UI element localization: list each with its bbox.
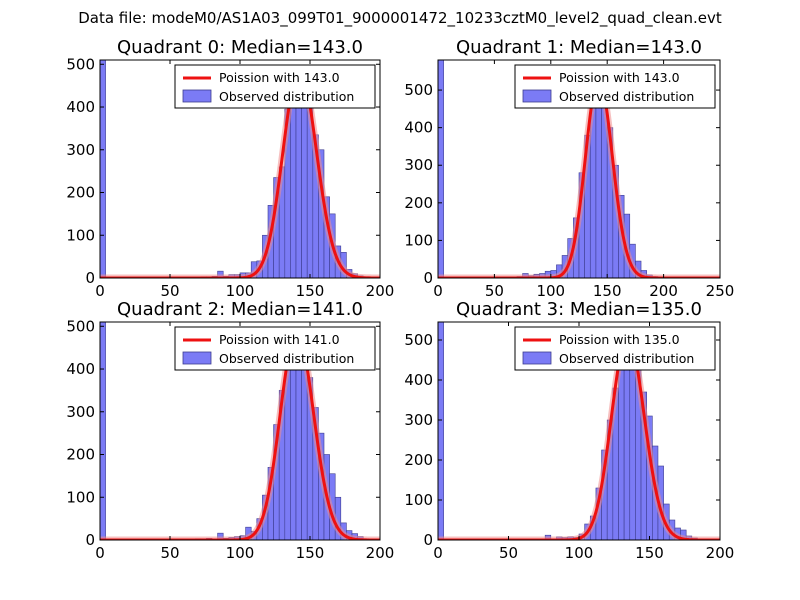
y-tick-label: 300 [404, 156, 433, 174]
x-tick-label: 150 [296, 282, 325, 300]
legend: Poission with 143.0 Observed distribution [174, 64, 376, 109]
y-tick-label: 200 [404, 451, 433, 469]
legend-fit-label: Poission with 143.0 [219, 70, 340, 85]
y-tick-label: 200 [66, 446, 95, 464]
y-tick-label: 100 [404, 231, 433, 249]
x-tick-label: 150 [296, 544, 325, 562]
legend-observed-label: Observed distribution [219, 351, 354, 366]
legend-observed-swatch [182, 351, 212, 365]
legend-fit-label: Poission with 135.0 [559, 332, 680, 347]
x-tick-label: 150 [593, 282, 622, 300]
poisson-fit-line [438, 77, 720, 278]
y-tick-label: 300 [404, 411, 433, 429]
y-tick-label: 0 [423, 531, 433, 549]
y-tick-label: 0 [85, 531, 95, 549]
y-tick-label: 500 [66, 55, 95, 73]
plot-area [438, 60, 720, 278]
histogram-bar [438, 322, 444, 540]
quadrant-panel-1: 0 50 100 150 200 250 0 100 200 300 400 500 Quadrant … [404, 37, 734, 300]
y-tick-label: 400 [66, 98, 95, 116]
histogram-bar [100, 60, 106, 278]
x-tick-label: 50 [485, 282, 504, 300]
histogram-bar [290, 340, 297, 540]
x-tick-label: 200 [649, 282, 678, 300]
legend-observed-label: Observed distribution [559, 89, 694, 104]
x-tick-label: 0 [95, 282, 105, 300]
y-tick-label: 100 [66, 226, 95, 244]
y-tick-label: 500 [404, 331, 433, 349]
quadrant-panel-0: 0 50 100 150 200 0 100 200 300 400 500 Quadrant 0: … [66, 37, 394, 300]
x-tick-label: 0 [95, 544, 105, 562]
legend: Poission with 141.0 Observed distribution [174, 326, 376, 371]
x-tick-label: 100 [536, 282, 565, 300]
histogram-bar [290, 89, 297, 278]
histogram-bar [623, 343, 631, 540]
legend-fit-label: Poission with 141.0 [219, 332, 340, 347]
y-tick-label: 500 [404, 81, 433, 99]
x-tick-label: 200 [706, 544, 735, 562]
y-tick-label: 100 [404, 491, 433, 509]
legend-observed-label: Observed distribution [559, 351, 694, 366]
x-tick-label: 250 [706, 282, 735, 300]
y-tick-label: 300 [66, 403, 95, 421]
y-tick-label: 400 [404, 119, 433, 137]
histogram-bar [629, 351, 636, 540]
legend: Poission with 143.0 Observed distribution [514, 64, 716, 109]
quadrant-panel-3: 0 50 100 150 200 0 100 200 300 400 500 Quadrant 3: … [404, 299, 734, 562]
y-tick-label: 300 [66, 141, 95, 159]
panel-title: Quadrant 1: Median=143.0 [456, 37, 702, 58]
panel-title: Quadrant 3: Median=135.0 [456, 299, 702, 320]
x-tick-label: 200 [366, 544, 395, 562]
legend-fit-label: Poission with 143.0 [559, 70, 680, 85]
panel-title: Quadrant 2: Median=141.0 [117, 299, 363, 320]
legend-observed-label: Observed distribution [219, 89, 354, 104]
x-tick-label: 150 [635, 544, 664, 562]
y-tick-label: 0 [85, 269, 95, 287]
x-tick-label: 50 [160, 282, 179, 300]
y-tick-label: 400 [66, 360, 95, 378]
y-tick-label: 0 [423, 269, 433, 287]
legend-observed-swatch [522, 89, 552, 103]
x-tick-label: 0 [433, 282, 443, 300]
legend-observed-swatch [182, 89, 212, 103]
legend: Poission with 135.0 Observed distribution [514, 326, 716, 371]
x-tick-label: 100 [226, 544, 255, 562]
y-tick-label: 500 [66, 317, 95, 335]
histogram-bar [618, 363, 625, 540]
x-tick-label: 100 [565, 544, 594, 562]
x-tick-label: 100 [226, 282, 255, 300]
histogram-bar [595, 86, 602, 278]
x-tick-label: 50 [499, 544, 518, 562]
y-tick-label: 100 [66, 488, 95, 506]
histogram-bar [438, 60, 444, 278]
plot-area [100, 322, 380, 540]
x-tick-label: 200 [366, 282, 395, 300]
histogram-bar [100, 322, 106, 540]
y-tick-label: 200 [66, 184, 95, 202]
x-tick-label: 0 [433, 544, 443, 562]
histogram-bar [301, 83, 308, 278]
axes-frame [437, 59, 721, 279]
y-tick-label: 400 [404, 371, 433, 389]
x-tick-label: 50 [160, 544, 179, 562]
quadrant-panel-2: 0 50 100 150 200 0 100 200 300 400 500 Quadrant 2: … [66, 299, 394, 562]
legend-observed-swatch [522, 351, 552, 365]
panel-title: Quadrant 0: Median=143.0 [117, 37, 363, 58]
figure-suptitle: Data file: modeM0/AS1A03_099T01_90000014… [78, 9, 722, 28]
y-tick-label: 200 [404, 194, 433, 212]
